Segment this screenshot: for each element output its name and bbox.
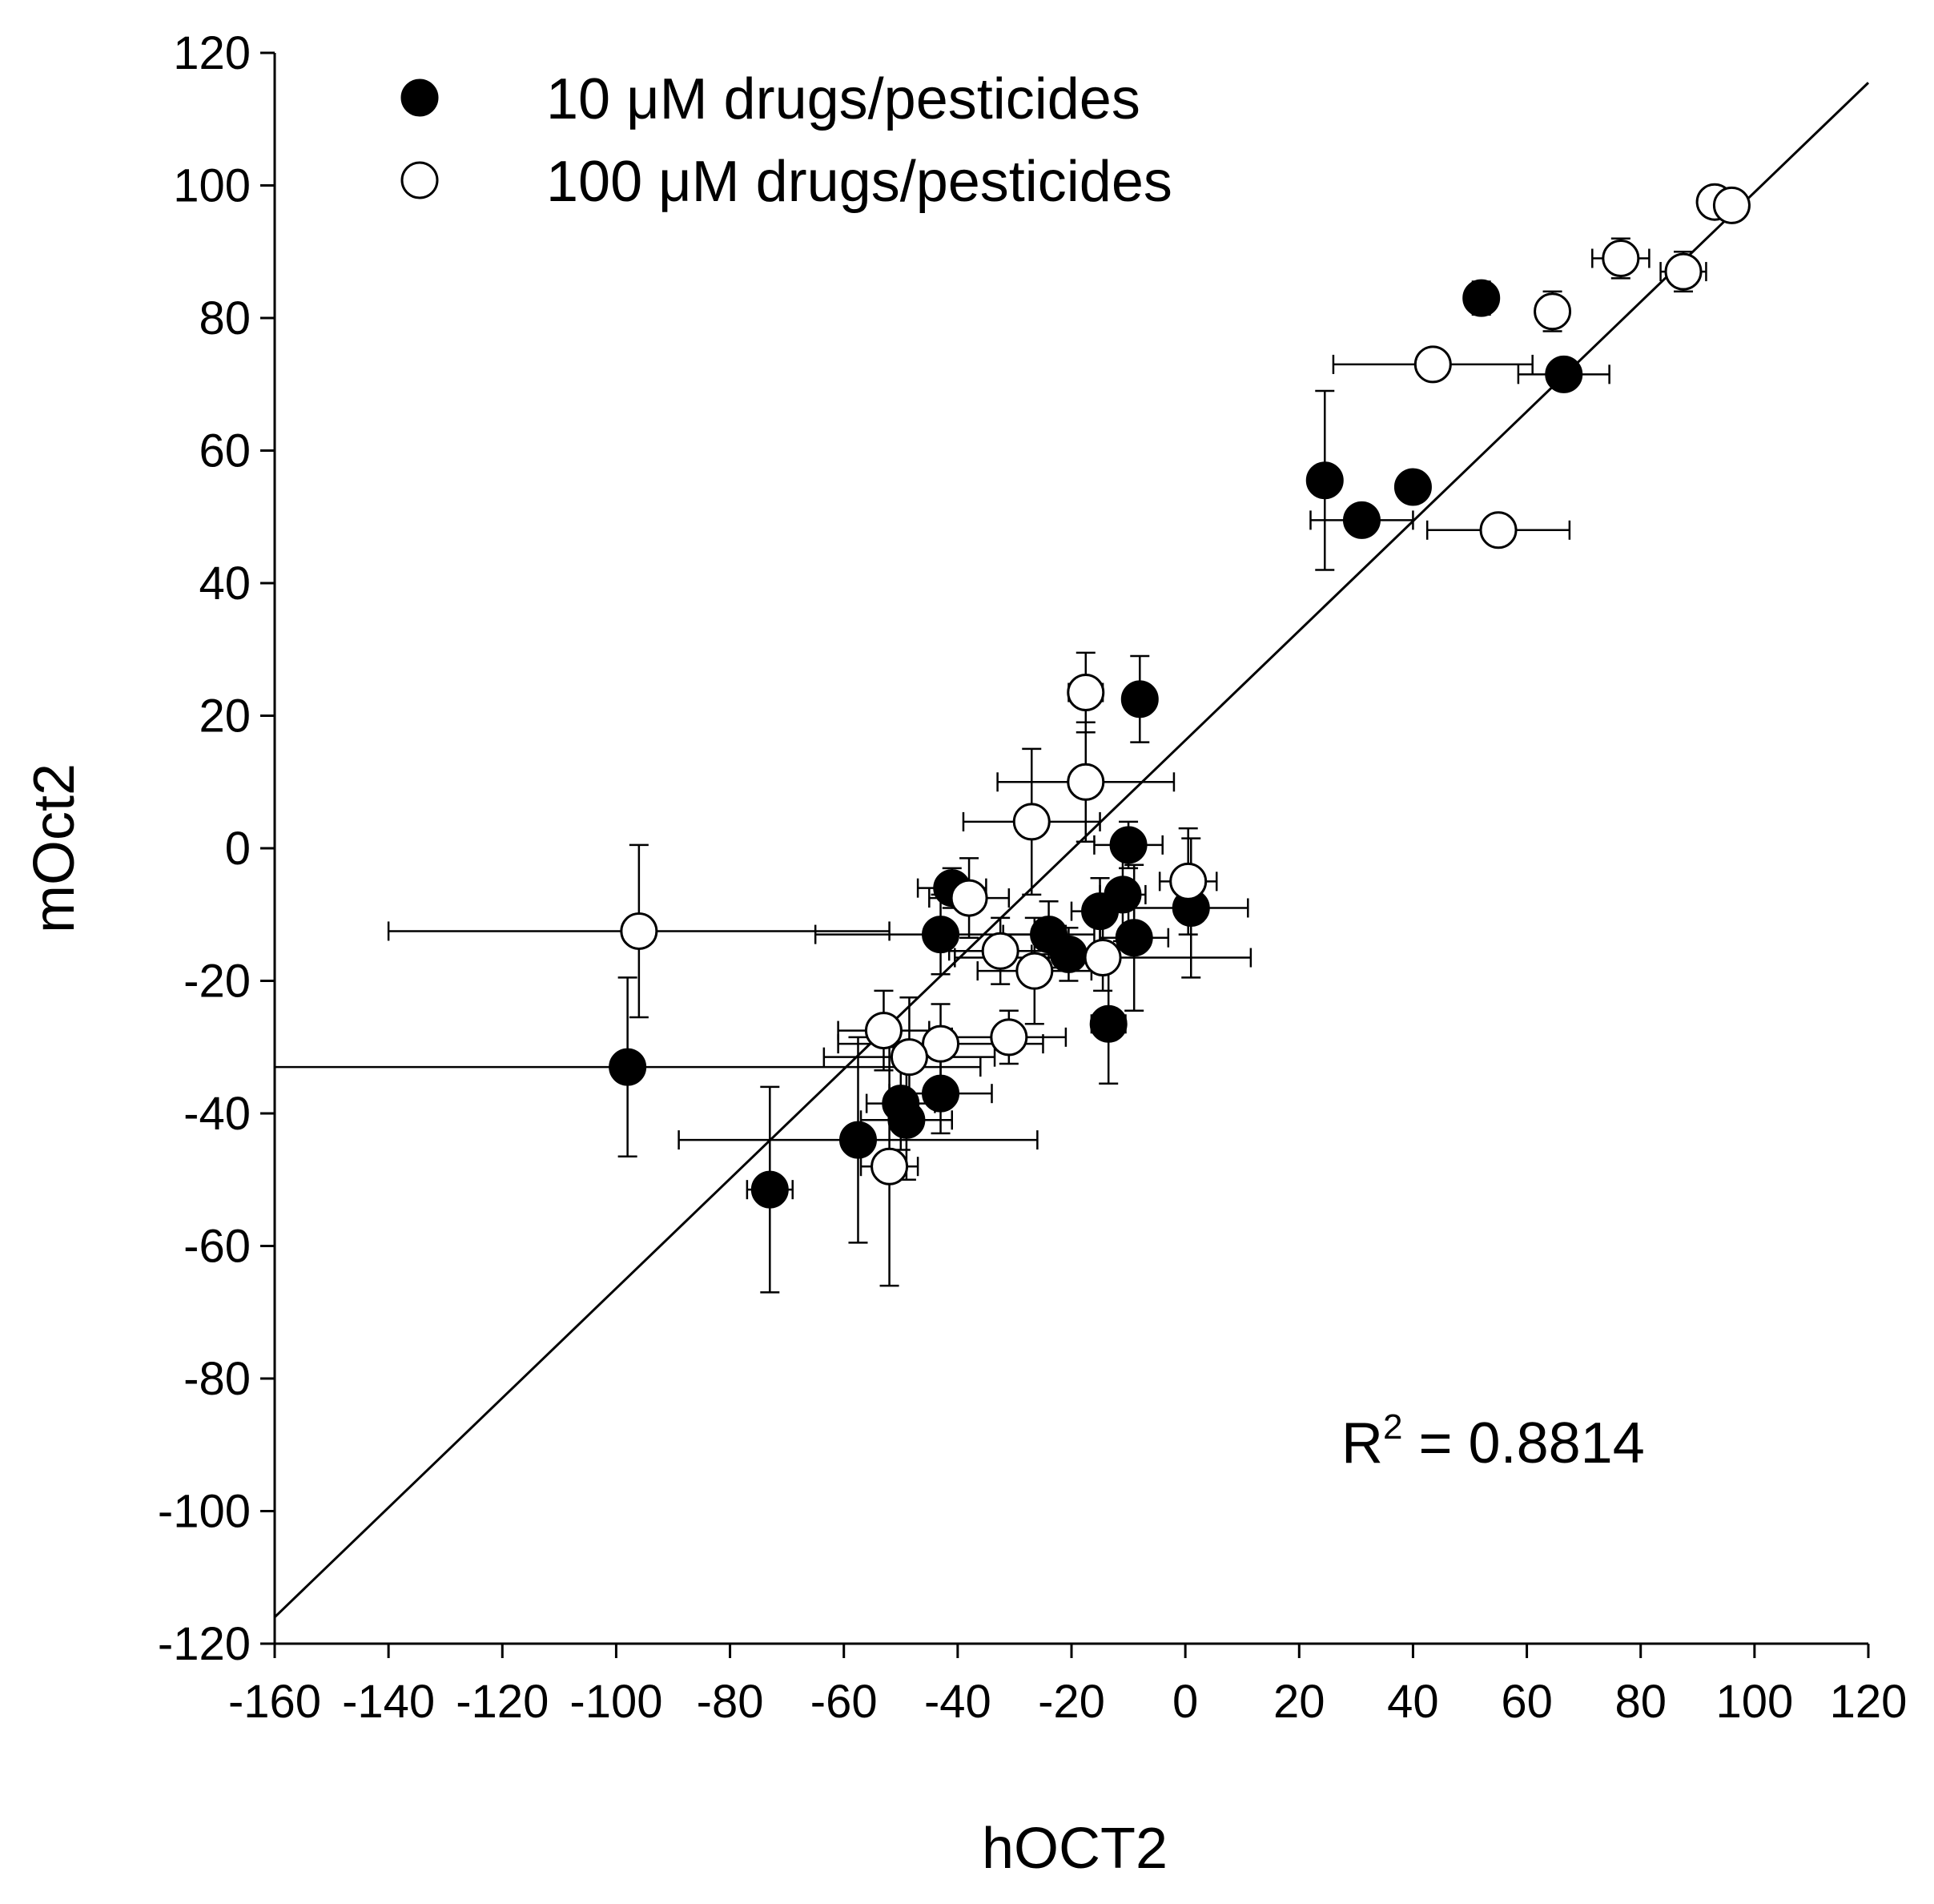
- data-point-100um: [981, 932, 1019, 970]
- x-tick-label: 0: [1172, 1676, 1198, 1728]
- y-tick-label: -120: [158, 1618, 251, 1670]
- points-group: [609, 183, 1751, 1209]
- data-point-10um: [922, 916, 960, 954]
- legend: 10 μM drugs/pesticides 100 μM drugs/pest…: [400, 67, 1172, 214]
- y-tick-label: 40: [199, 558, 251, 610]
- y-tick-label: -100: [158, 1486, 251, 1538]
- data-point-100um: [1012, 803, 1051, 841]
- y-tick-label: 0: [225, 823, 251, 875]
- data-point-10um: [609, 1048, 647, 1086]
- x-tick-label: -120: [456, 1676, 549, 1728]
- x-tick-label: 20: [1273, 1676, 1325, 1728]
- data-point-100um: [990, 1018, 1028, 1057]
- data-point-10um: [1305, 461, 1344, 500]
- data-point-10um: [1462, 279, 1501, 317]
- y-tick-label: 60: [199, 425, 251, 477]
- data-point-10um: [1342, 501, 1381, 539]
- data-point-100um: [1015, 952, 1054, 990]
- data-point-100um: [1602, 240, 1640, 278]
- data-point-10um: [838, 1121, 877, 1159]
- y-tick-label: -40: [183, 1088, 251, 1140]
- x-tick-label: -40: [924, 1676, 991, 1728]
- data-point-10um: [1120, 680, 1159, 719]
- data-point-10um: [922, 1074, 960, 1113]
- legend-label-100um: 100 μM drugs/pesticides: [546, 150, 1172, 214]
- x-tick-label: 40: [1387, 1676, 1439, 1728]
- data-point-100um: [1479, 511, 1518, 549]
- x-tick-label: -80: [697, 1676, 764, 1728]
- trend-line-group: [273, 82, 1870, 1618]
- y-tick-label: 80: [199, 292, 251, 344]
- error-bars-group: [273, 187, 1742, 1294]
- data-point-10um: [1049, 935, 1088, 973]
- y-tick-label: 120: [173, 27, 251, 79]
- y-tick-label: -80: [183, 1353, 251, 1405]
- data-point-100um: [1413, 345, 1452, 384]
- y-tick-label: 20: [199, 690, 251, 743]
- data-point-100um: [1084, 939, 1122, 977]
- data-point-100um: [1067, 763, 1105, 801]
- data-point-100um: [1712, 186, 1751, 224]
- data-point-10um: [882, 1085, 920, 1123]
- data-point-100um: [1664, 252, 1703, 291]
- x-tick-label: 120: [1830, 1676, 1908, 1728]
- data-point-10um: [1109, 826, 1148, 864]
- x-tick-label: -60: [810, 1676, 878, 1728]
- x-axis-title: hOCT2: [982, 1817, 1168, 1881]
- r-squared-value: = 0.8814: [1402, 1411, 1644, 1475]
- data-point-100um: [950, 879, 988, 917]
- x-tick-label: 60: [1501, 1676, 1553, 1728]
- x-tick-label: -100: [569, 1676, 662, 1728]
- legend-marker-open-icon: [400, 161, 439, 199]
- data-point-10um: [1081, 892, 1120, 931]
- x-tick-label: -20: [1038, 1676, 1105, 1728]
- data-point-100um: [1067, 674, 1105, 712]
- y-tick-label: -60: [183, 1221, 251, 1273]
- legend-marker-filled-icon: [400, 78, 439, 117]
- data-point-10um: [750, 1170, 789, 1209]
- y-tick-label: 100: [173, 160, 251, 212]
- data-point-100um: [864, 1012, 903, 1050]
- r-squared-superscript: 2: [1383, 1407, 1402, 1447]
- y-axis-title: mOct2: [22, 763, 86, 933]
- data-point-10um: [1393, 468, 1432, 506]
- ticks-group: -160 -140 -120 -100 -80 -60 -40 -20 0 20 40 60 80 100…: [158, 27, 1907, 1728]
- x-tick-label: 80: [1614, 1676, 1667, 1728]
- data-point-10um: [1115, 919, 1153, 957]
- r-squared-annotation: R2 = 0.8814: [1341, 1407, 1645, 1475]
- regression-line: [273, 82, 1870, 1618]
- r-squared-base: R: [1341, 1411, 1383, 1475]
- data-point-100um: [871, 1147, 909, 1185]
- data-point-100um: [620, 912, 658, 950]
- y-tick-label: -20: [183, 956, 251, 1008]
- data-point-10um: [1545, 355, 1583, 393]
- data-point-10um: [1089, 1004, 1128, 1043]
- data-point-100um: [1534, 292, 1572, 331]
- data-point-100um: [1169, 862, 1208, 900]
- data-point-100um: [922, 1024, 960, 1063]
- legend-label-10um: 10 μM drugs/pesticides: [546, 67, 1140, 131]
- x-tick-label: -140: [342, 1676, 435, 1728]
- data-point-100um: [890, 1038, 928, 1077]
- x-tick-label: -160: [228, 1676, 321, 1728]
- x-tick-label: 100: [1715, 1676, 1793, 1728]
